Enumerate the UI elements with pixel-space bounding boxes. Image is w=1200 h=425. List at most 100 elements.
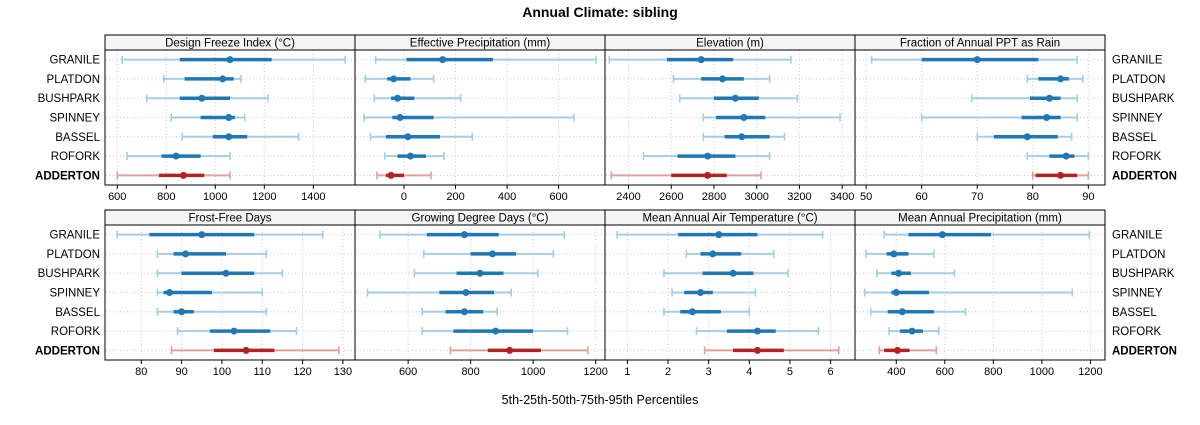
station-label-right-platdon: PLATDON bbox=[1112, 249, 1165, 261]
axis-tick-label: 90 bbox=[1082, 191, 1094, 203]
station-label-left-bushpark: BUSHPARK bbox=[38, 93, 101, 105]
median-dot bbox=[222, 269, 230, 277]
median-dot bbox=[898, 308, 906, 316]
interval-row-spinney bbox=[156, 288, 264, 297]
axis-tick-label: 1400 bbox=[301, 191, 325, 203]
interval-row-bassel bbox=[369, 132, 474, 141]
axis-tick-label: 130 bbox=[334, 366, 352, 378]
axis-tick-label: 800 bbox=[984, 366, 1002, 378]
median-dot bbox=[406, 152, 414, 160]
panel-title: Mean Annual Precipitation (mm) bbox=[898, 213, 1062, 225]
median-dot bbox=[740, 114, 748, 121]
station-label-right-adderton: ADDERTON bbox=[1112, 345, 1177, 357]
interval-row-bassel bbox=[702, 132, 786, 141]
axis-tick-label: 600 bbox=[399, 366, 417, 378]
median-dot bbox=[439, 56, 447, 64]
interval-row-adderton bbox=[116, 171, 231, 180]
interval-row-rofork bbox=[126, 152, 231, 161]
axis-tick-label: 3 bbox=[706, 366, 712, 378]
axis-tick-label: 1000 bbox=[521, 366, 545, 378]
median-dot bbox=[166, 289, 174, 296]
interval-row-platdon bbox=[672, 74, 771, 83]
median-dot bbox=[715, 231, 723, 239]
interval-row-bushpark bbox=[876, 269, 956, 278]
axis-tick-label: 3400 bbox=[830, 191, 854, 203]
interval-row-bushpark bbox=[970, 94, 1079, 103]
axis-tick-label: 1 bbox=[624, 366, 630, 378]
median-dot bbox=[938, 231, 946, 239]
axis-tick-label: 3000 bbox=[744, 191, 768, 203]
station-label-right-adderton: ADDERTON bbox=[1112, 170, 1177, 182]
axis-tick-label: 3200 bbox=[787, 191, 811, 203]
axis-tick-label: 6 bbox=[828, 366, 834, 378]
median-dot bbox=[890, 250, 898, 258]
median-dot bbox=[179, 171, 187, 179]
interval-row-adderton bbox=[610, 171, 762, 180]
interval-row-granile bbox=[616, 230, 824, 239]
interval-row-platdon bbox=[865, 249, 935, 258]
median-dot bbox=[753, 346, 761, 354]
median-dot bbox=[697, 289, 705, 296]
axis-tick-label: 70 bbox=[971, 191, 983, 203]
station-label-right-spinney: SPINNEY bbox=[1112, 288, 1163, 300]
axis-tick-label: 1000 bbox=[203, 191, 227, 203]
axis-tick-label: 110 bbox=[253, 366, 271, 378]
panel-border bbox=[854, 49, 1106, 186]
interval-row-rofork bbox=[642, 152, 771, 161]
interval-row-platdon bbox=[685, 249, 775, 258]
panel-title: Mean Annual Air Temperature (°C) bbox=[642, 213, 817, 225]
panel-mean-annual-precipitation-mm: Mean Annual Precipitation (mm) 400 600 800 1… bbox=[854, 209, 1106, 378]
median-dot bbox=[226, 56, 234, 64]
interval-row-rofork bbox=[1026, 152, 1090, 161]
median-dot bbox=[390, 75, 398, 83]
station-label-right-bassel: BASSEL bbox=[1112, 132, 1157, 144]
station-label-right-bassel: BASSEL bbox=[1112, 307, 1157, 319]
interval-row-spinney bbox=[702, 113, 841, 122]
interval-row-spinney bbox=[366, 288, 513, 297]
interval-row-bushpark bbox=[413, 269, 539, 278]
interval-row-spinney bbox=[363, 113, 575, 122]
median-dot bbox=[709, 250, 717, 258]
median-dot bbox=[387, 171, 395, 179]
station-label-right-spinney: SPINNEY bbox=[1112, 113, 1163, 125]
interval-row-adderton bbox=[878, 346, 938, 355]
interval-row-spinney bbox=[920, 113, 1079, 122]
median-dot bbox=[506, 346, 514, 354]
panel-title: Growing Degree Days (°C) bbox=[412, 213, 549, 225]
panel-border bbox=[854, 224, 1106, 361]
median-dot bbox=[492, 327, 500, 335]
station-label-left-spinney: SPINNEY bbox=[50, 288, 101, 300]
interval-row-bushpark bbox=[663, 269, 789, 278]
interval-row-platdon bbox=[156, 249, 268, 258]
axis-tick-label: 800 bbox=[157, 191, 175, 203]
station-label-right-bushpark: BUSHPARK bbox=[1112, 93, 1175, 105]
interval-row-bushpark bbox=[145, 94, 269, 103]
axis-tick-label: 50 bbox=[860, 191, 872, 203]
panel-title: Effective Precipitation (mm) bbox=[410, 38, 551, 50]
chart-title: Annual Climate: sibling bbox=[522, 4, 678, 20]
interval-row-granile bbox=[608, 55, 792, 64]
axis-tick-label: 80 bbox=[135, 366, 147, 378]
median-dot bbox=[219, 75, 227, 83]
interval-row-rofork bbox=[383, 152, 445, 161]
interval-row-granile bbox=[374, 55, 597, 64]
panel-title: Frost-Free Days bbox=[188, 213, 271, 225]
axis-tick-label: 400 bbox=[498, 191, 516, 203]
station-label-right-rofork: ROFORK bbox=[1112, 326, 1162, 338]
axis-tick-label: 2800 bbox=[702, 191, 726, 203]
station-label-left-bushpark: BUSHPARK bbox=[38, 268, 101, 280]
median-dot bbox=[182, 250, 190, 258]
axis-tick-label: 400 bbox=[887, 366, 905, 378]
median-dot bbox=[396, 114, 404, 121]
axis-tick-label: 4 bbox=[746, 366, 752, 378]
interval-row-granile bbox=[116, 230, 324, 239]
panel-title: Elevation (m) bbox=[696, 38, 764, 50]
interval-row-granile bbox=[121, 55, 346, 64]
station-label-right-rofork: ROFORK bbox=[1112, 151, 1162, 163]
axis-tick-label: 0 bbox=[401, 191, 407, 203]
interval-row-adderton bbox=[376, 171, 432, 180]
station-label-right-platdon: PLATDON bbox=[1112, 74, 1165, 86]
interval-row-spinney bbox=[671, 288, 757, 297]
